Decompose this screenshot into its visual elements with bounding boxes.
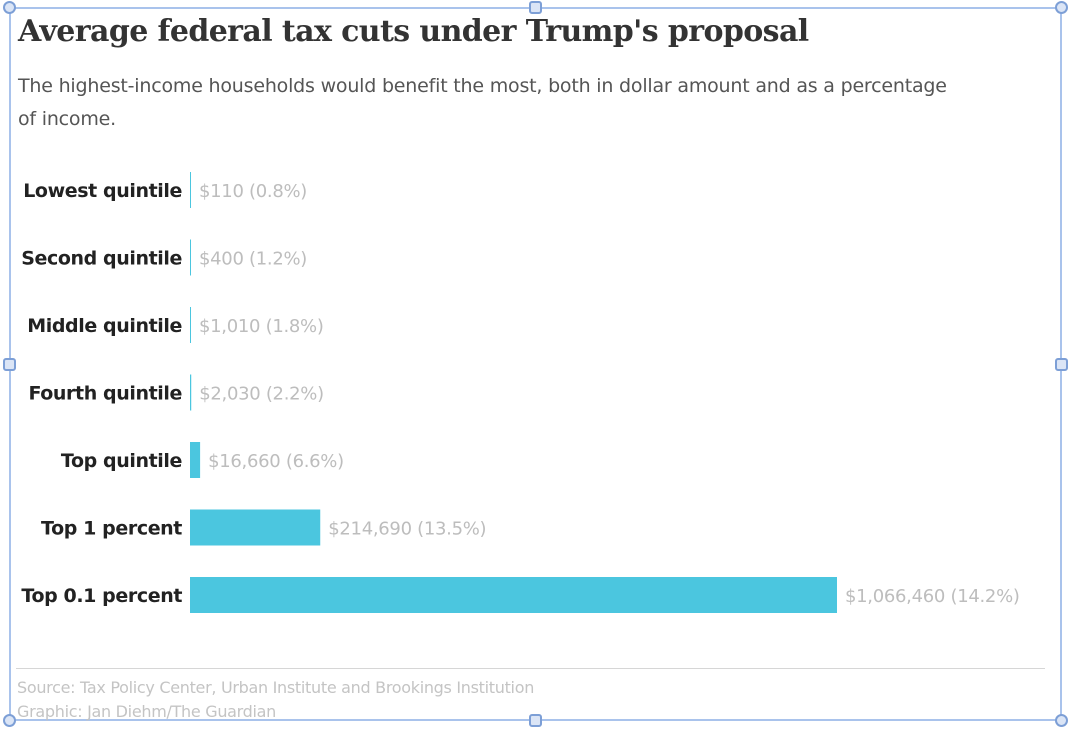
data-label: $1,066,460 (14.2%) [845, 586, 1020, 607]
data-label: $2,030 (2.2%) [199, 384, 324, 405]
resize-handle-bottom-left[interactable] [3, 714, 16, 727]
data-label: $1,010 (1.8%) [199, 316, 324, 337]
chart-subtitle: The highest-income households would bene… [18, 75, 947, 130]
data-label: $400 (1.2%) [199, 249, 307, 270]
category-label: Lowest quintile [23, 180, 182, 202]
data-label: $214,690 (13.5%) [328, 519, 486, 540]
bar [190, 442, 201, 478]
resize-handle-right[interactable] [1055, 358, 1068, 371]
resize-handle-bottom-right[interactable] [1055, 714, 1068, 727]
category-label: Second quintile [21, 248, 182, 270]
bar [190, 374, 192, 411]
source-text: Source: Tax Policy Center, Urban Institu… [17, 678, 535, 697]
resize-handle-top-right[interactable] [1055, 1, 1068, 14]
resize-handle-bottom[interactable] [529, 714, 542, 727]
bar [190, 307, 191, 343]
bars-layer: Lowest quintile $110 (0.8%) Second quintil… [21, 172, 1020, 613]
bar [190, 509, 321, 546]
bar [190, 172, 191, 208]
bar [190, 577, 837, 613]
resize-handle-top[interactable] [529, 1, 542, 14]
category-label: Middle quintile [27, 315, 182, 337]
category-label: Top quintile [61, 450, 182, 472]
category-label: Top 1 percent [41, 518, 182, 540]
bar-chart: Lowest quintile $110 (0.8%) Second quintil… [21, 172, 1020, 613]
bar [190, 239, 191, 276]
resize-handle-top-left[interactable] [3, 1, 16, 14]
credit-text: Graphic: Jan Diehm/The Guardian [17, 702, 277, 721]
footer-divider [16, 668, 1045, 669]
resize-handle-left[interactable] [3, 358, 16, 371]
category-label: Top 0.1 percent [21, 585, 182, 607]
chart-title: Average federal tax cuts under Trump's p… [18, 14, 809, 49]
source-note: Source: Tax Policy Center, Urban Institu… [17, 676, 534, 724]
category-label: Fourth quintile [28, 383, 182, 405]
data-label: $16,660 (6.6%) [208, 451, 344, 472]
data-label: $110 (0.8%) [199, 181, 307, 202]
